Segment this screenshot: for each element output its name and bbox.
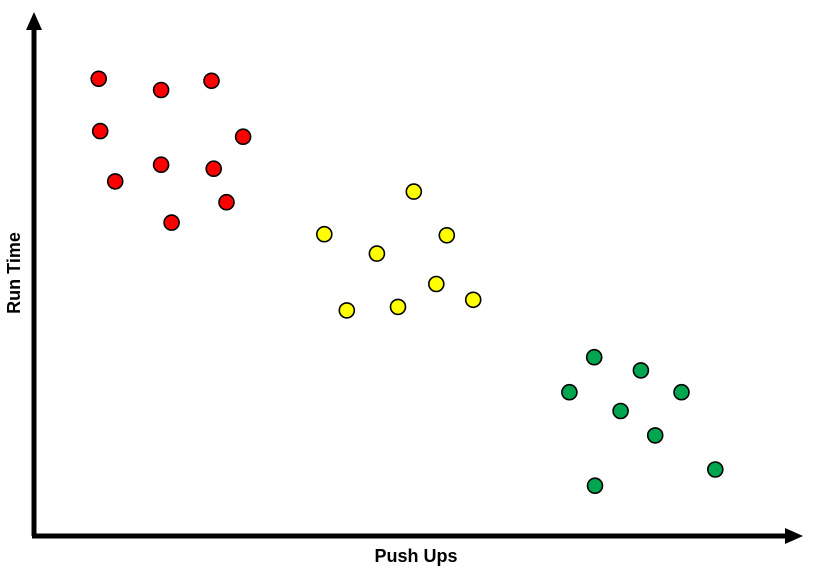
data-point-series-3-4 <box>673 383 690 401</box>
plot-area <box>90 70 724 495</box>
data-point-series-3-3 <box>561 383 578 401</box>
data-point-series-1-1 <box>90 70 107 88</box>
y-axis-title: Run Time <box>4 232 24 314</box>
data-point-series-2-2 <box>315 225 333 243</box>
data-point-series-2-8 <box>389 298 407 316</box>
data-point-series-3-8 <box>586 477 604 495</box>
data-point-series-1-6 <box>152 156 170 173</box>
data-point-series-3-6 <box>646 427 664 444</box>
data-point-series-2-1 <box>405 183 423 200</box>
data-point-series-1-7 <box>205 160 222 177</box>
data-point-series-1-5 <box>234 128 252 145</box>
x-axis-title: Push Ups <box>374 546 457 566</box>
data-point-series-1-3 <box>203 72 220 90</box>
data-point-series-2-3 <box>438 227 456 244</box>
x-axis-arrowhead <box>785 528 803 544</box>
data-point-series-2-4 <box>368 245 386 262</box>
data-point-series-1-4 <box>91 122 109 140</box>
data-point-series-3-1 <box>585 348 603 366</box>
data-point-series-2-5 <box>427 275 445 293</box>
data-point-series-1-10 <box>163 214 180 231</box>
data-point-series-3-5 <box>612 402 629 420</box>
data-point-series-1-2 <box>152 81 170 99</box>
data-point-series-1-9 <box>218 193 235 211</box>
data-point-series-2-7 <box>338 302 356 319</box>
data-point-series-1-8 <box>106 173 124 190</box>
data-point-series-2-6 <box>464 291 482 309</box>
data-point-series-3-2 <box>632 362 650 379</box>
y-axis-arrowhead <box>26 12 42 30</box>
data-point-series-3-7 <box>706 461 724 478</box>
